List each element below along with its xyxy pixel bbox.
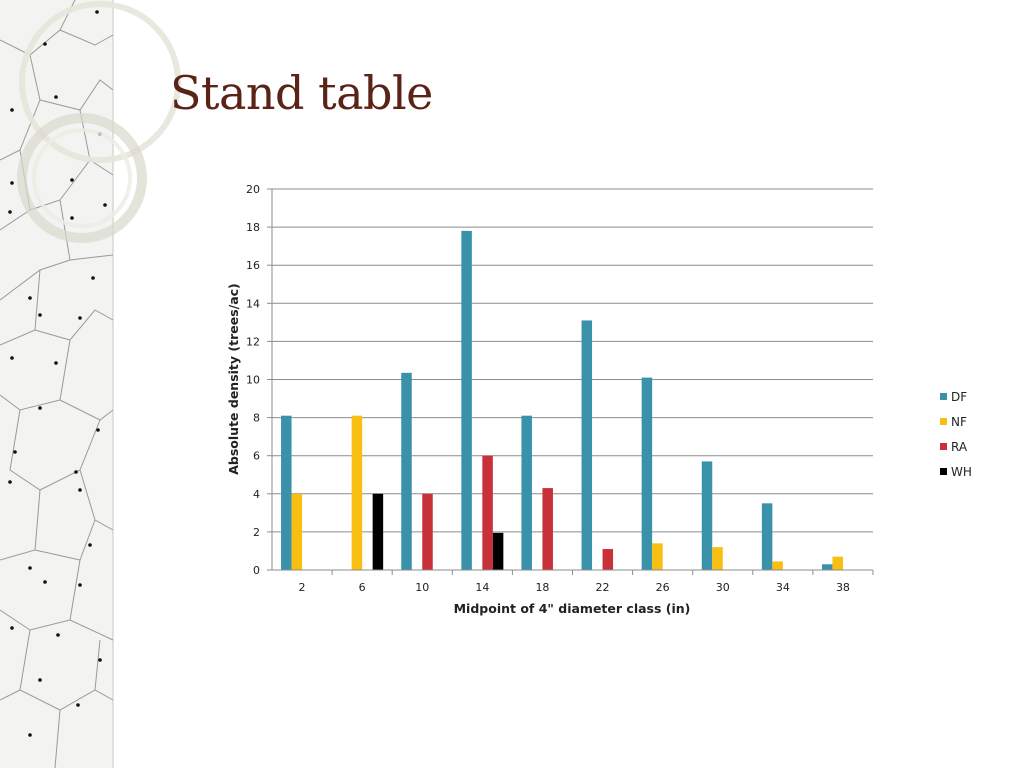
bar-nf-26	[652, 543, 663, 570]
legend-label-wh: WH	[951, 465, 972, 479]
y-axis-title: Absolute density (trees/ac)	[226, 283, 241, 475]
legend-label-nf: NF	[951, 415, 967, 429]
x-tick-labels: 2 6 10 14 18 22 26 30 34 38	[299, 581, 850, 594]
bar-nf-6	[351, 415, 363, 570]
bar-df-14	[461, 230, 472, 570]
x-tick-label: 6	[359, 581, 366, 594]
bar-df-18	[521, 415, 532, 570]
y-tick-label: 16	[246, 259, 260, 272]
bar-df-26	[641, 377, 653, 570]
y-tick-label: 4	[253, 488, 260, 501]
x-tick-label: 2	[299, 581, 306, 594]
y-tick-label: 2	[253, 526, 260, 539]
y-tick-label: 0	[253, 564, 260, 577]
x-tick-label: 30	[716, 581, 730, 594]
y-tick-label: 20	[246, 183, 260, 196]
bar-df-22	[581, 320, 593, 570]
x-tick-label: 26	[656, 581, 670, 594]
legend-swatch-wh	[940, 468, 947, 475]
y-tick-label: 12	[246, 335, 260, 348]
slide-title: Stand table	[170, 66, 433, 120]
bar-df-2	[281, 415, 292, 570]
legend-swatch-nf	[940, 418, 947, 425]
axes	[271, 189, 874, 575]
y-tick-label: 8	[253, 412, 260, 425]
legend: DF NF RA WH	[940, 390, 972, 479]
bars	[281, 230, 843, 570]
bar-ra-14	[482, 455, 493, 570]
x-tick-label: 34	[776, 581, 790, 594]
bar-df-10	[401, 372, 412, 570]
x-tick-label: 10	[415, 581, 429, 594]
y-tick-labels: 0 2 4 6 8 10 12 14 16 18 20	[246, 183, 260, 577]
x-tick-label: 22	[596, 581, 610, 594]
bar-df-34	[761, 503, 773, 570]
bar-wh-6	[372, 493, 384, 570]
x-tick-label: 14	[475, 581, 489, 594]
legend-label-df: DF	[951, 390, 967, 404]
legend-swatch-ra	[940, 443, 947, 450]
bar-nf-38	[832, 556, 843, 570]
legend-swatch-df	[940, 393, 947, 400]
legend-label-ra: RA	[951, 440, 968, 454]
bar-nf-34	[772, 561, 783, 570]
x-axis-title: Midpoint of 4" diameter class (in)	[454, 601, 691, 616]
bar-df-30	[701, 461, 713, 570]
grid-lines	[267, 188, 873, 571]
bar-ra-22	[602, 549, 614, 570]
y-tick-label: 10	[246, 374, 260, 387]
bar-ra-10	[422, 493, 433, 570]
bar-df-38	[821, 564, 833, 570]
bar-nf-30	[712, 547, 723, 570]
y-tick-label: 18	[246, 221, 260, 234]
x-tick-label: 18	[535, 581, 549, 594]
y-tick-label: 14	[246, 297, 260, 310]
x-tick-label: 38	[836, 581, 850, 594]
y-tick-label: 6	[253, 450, 260, 463]
bar-nf-2	[291, 493, 303, 570]
bar-ra-18	[542, 488, 553, 570]
bar-wh-14	[492, 532, 504, 570]
